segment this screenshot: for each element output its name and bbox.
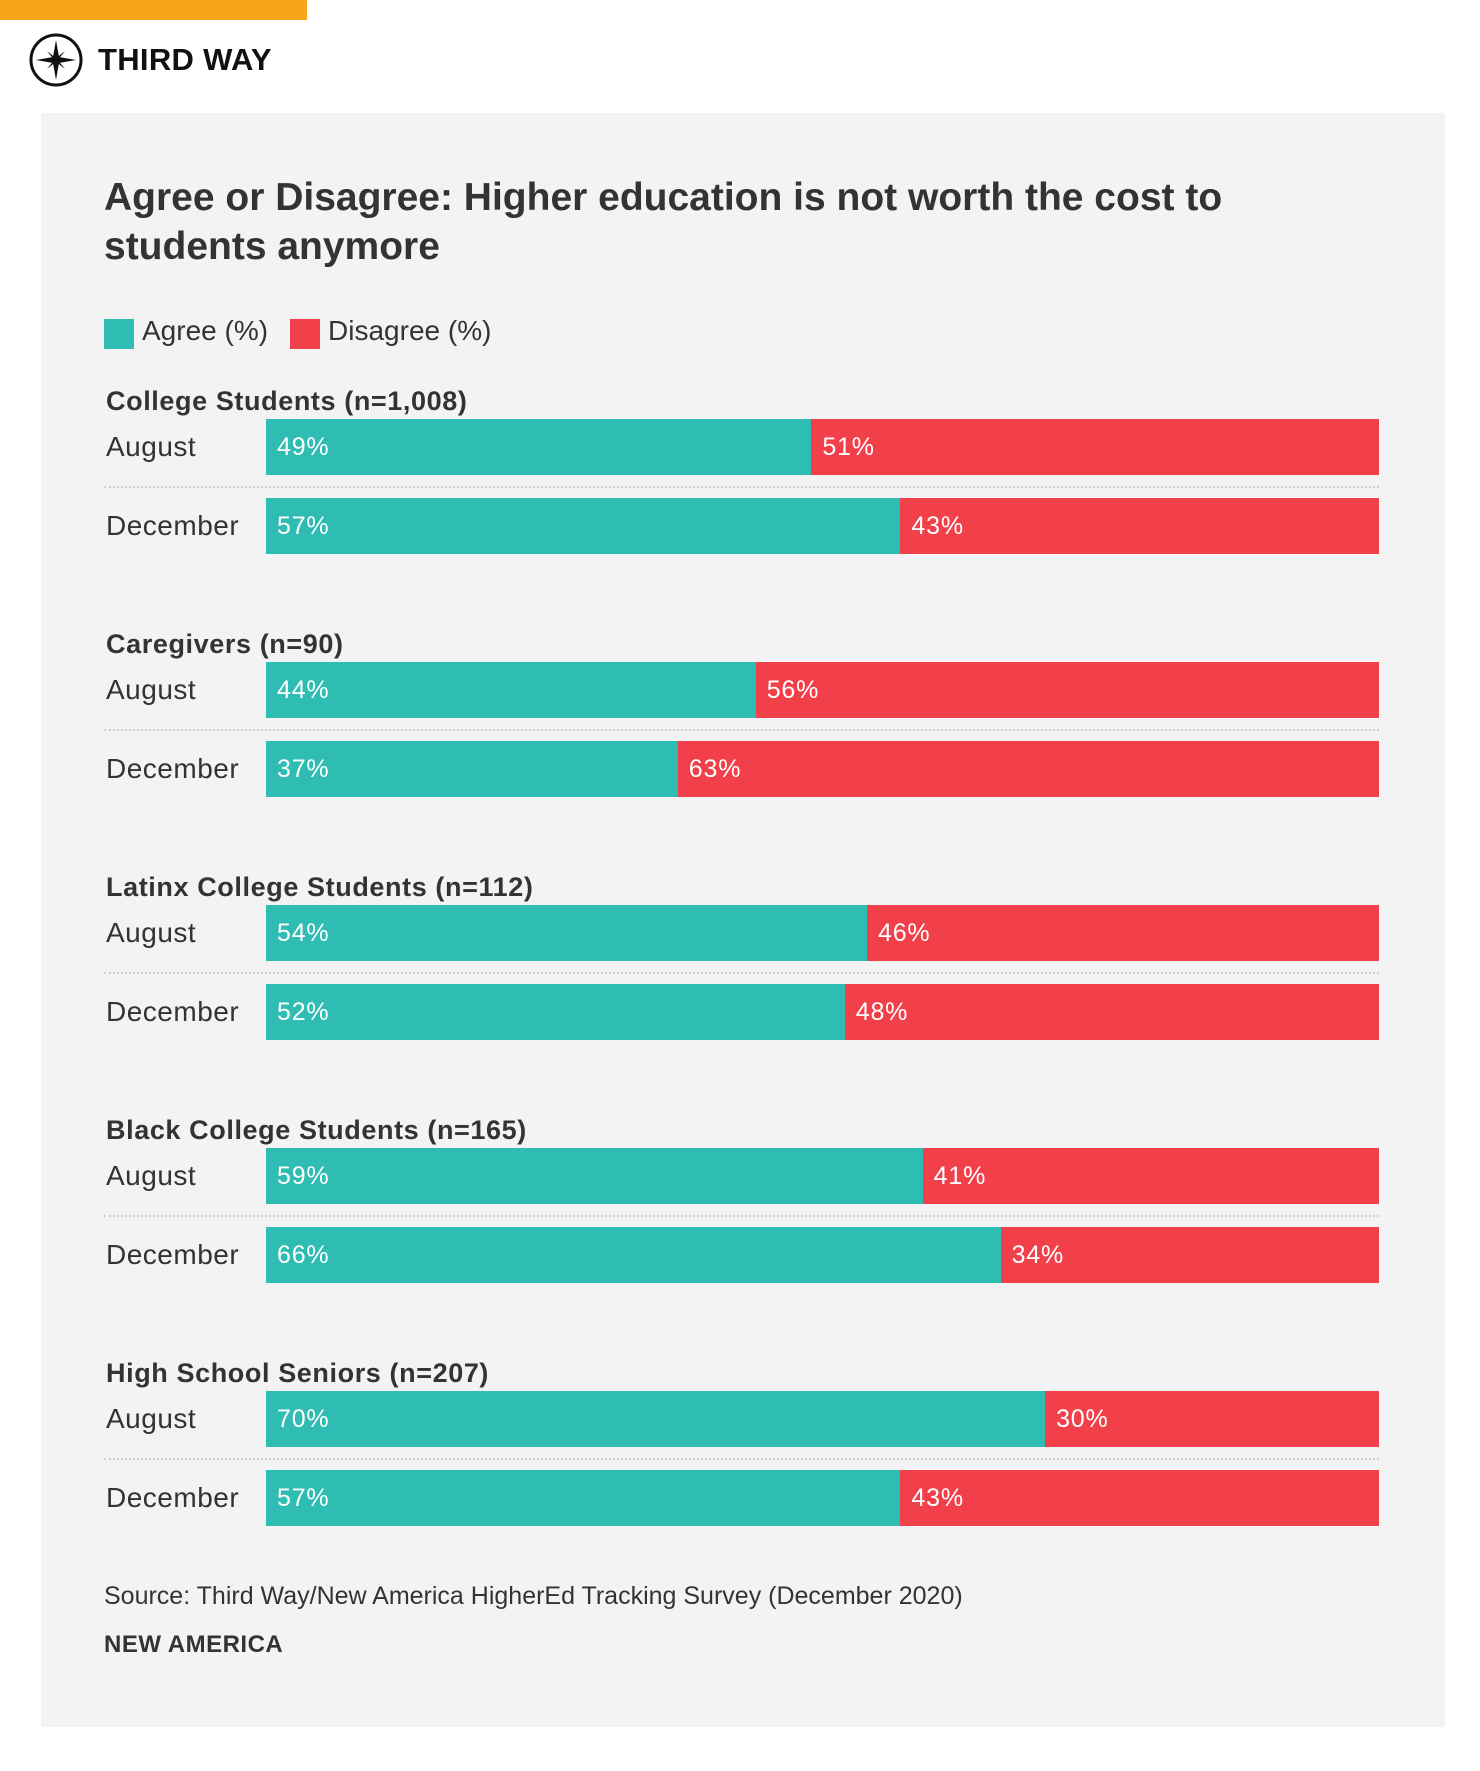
bar-agree: 37% — [266, 741, 678, 797]
group-title: College Students (n=1,008) — [106, 386, 468, 416]
chart-card: Agree or Disagree: Higher education is n… — [41, 113, 1445, 1727]
data-label-disagree: 63% — [688, 755, 742, 783]
legend: Agree (%) Disagree (%) — [104, 313, 513, 349]
row-divider — [104, 729, 1379, 731]
data-label-disagree: 43% — [911, 512, 964, 540]
legend-label-disagree: Disagree (%) — [328, 315, 492, 346]
data-label-agree: 49% — [277, 433, 330, 461]
bar-disagree: 48% — [844, 984, 1379, 1040]
brand-header: THIRD WAY — [28, 32, 272, 88]
bar-agree: 57% — [266, 1470, 901, 1526]
bar-row: 59% 41% — [266, 1148, 1379, 1204]
footer-brand: NEW AMERICA — [104, 1631, 284, 1658]
bar-row: 66% 34% — [266, 1227, 1379, 1283]
row-label: August — [106, 917, 197, 948]
row-divider — [104, 1458, 1379, 1460]
row-divider — [104, 486, 1379, 488]
bar-row: 57% 43% — [266, 498, 1379, 554]
row-label: August — [106, 674, 197, 705]
data-label-disagree: 51% — [822, 433, 875, 461]
data-label-agree: 44% — [277, 676, 330, 704]
bar-agree: 49% — [266, 419, 812, 475]
data-label-disagree: 41% — [933, 1162, 987, 1190]
row-label: August — [106, 1403, 197, 1434]
bar-agree: 44% — [266, 662, 756, 718]
data-label-agree: 59% — [277, 1162, 330, 1190]
bar-agree: 52% — [266, 984, 845, 1040]
bar-disagree: 43% — [900, 498, 1379, 554]
bar-agree: 70% — [266, 1391, 1046, 1447]
bar-row: 54% 46% — [266, 905, 1379, 961]
bar-disagree: 56% — [755, 662, 1379, 718]
data-label-agree: 54% — [277, 919, 330, 947]
row-divider — [104, 972, 1379, 974]
bar-disagree: 43% — [900, 1470, 1379, 1526]
data-label-agree: 52% — [277, 998, 330, 1026]
data-label-disagree: 48% — [855, 998, 909, 1026]
source-note: Source: Third Way/New America HigherEd T… — [104, 1582, 963, 1610]
bar-row: 49% 51% — [266, 419, 1379, 475]
group-title: Latinx College Students (n=112) — [106, 872, 534, 902]
data-label-agree: 66% — [277, 1241, 330, 1269]
bar-row: 37% 63% — [266, 741, 1379, 797]
legend-item-disagree: Disagree (%) — [290, 313, 491, 349]
data-label-agree: 37% — [277, 755, 330, 783]
row-divider — [104, 1215, 1379, 1217]
legend-label-agree: Agree (%) — [142, 315, 269, 346]
group-title: Black College Students (n=165) — [106, 1115, 527, 1145]
bar-disagree: 51% — [811, 419, 1379, 475]
data-label-disagree: 43% — [911, 1484, 964, 1512]
row-label: December — [106, 996, 240, 1027]
bar-row: 57% 43% — [266, 1470, 1379, 1526]
bar-agree: 66% — [266, 1227, 1001, 1283]
row-label: December — [106, 1239, 240, 1270]
group-title: Caregivers (n=90) — [106, 629, 344, 659]
bar-agree: 54% — [266, 905, 868, 961]
data-label-disagree: 34% — [1011, 1241, 1065, 1269]
group-title: High School Seniors (n=207) — [106, 1358, 490, 1388]
bar-disagree: 46% — [867, 905, 1379, 961]
row-label: August — [106, 1160, 197, 1191]
data-label-agree: 70% — [277, 1405, 330, 1433]
bar-disagree: 41% — [922, 1148, 1379, 1204]
row-label: August — [106, 431, 197, 462]
top-accent-bar — [0, 0, 307, 20]
bar-agree: 57% — [266, 498, 901, 554]
row-label: December — [106, 1482, 240, 1513]
row-label: December — [106, 510, 240, 541]
bar-agree: 59% — [266, 1148, 923, 1204]
brand-name: THIRD WAY — [98, 42, 272, 77]
bar-disagree: 30% — [1045, 1391, 1379, 1447]
bar-disagree: 34% — [1000, 1227, 1379, 1283]
data-label-disagree: 56% — [766, 676, 820, 704]
bar-row: 70% 30% — [266, 1391, 1379, 1447]
bar-row: 44% 56% — [266, 662, 1379, 718]
data-label-agree: 57% — [277, 1484, 330, 1512]
data-label-disagree: 30% — [1056, 1405, 1109, 1433]
bar-row: 52% 48% — [266, 984, 1379, 1040]
legend-swatch-agree — [104, 319, 134, 349]
chart-title: Agree or Disagree: Higher education is n… — [104, 176, 1223, 268]
legend-item-agree: Agree (%) — [104, 313, 268, 349]
bar-disagree: 63% — [677, 741, 1379, 797]
data-label-agree: 57% — [277, 512, 330, 540]
row-label: December — [106, 753, 240, 784]
compass-star-icon — [29, 33, 83, 87]
data-label-disagree: 46% — [878, 919, 931, 947]
legend-swatch-disagree — [290, 319, 321, 349]
